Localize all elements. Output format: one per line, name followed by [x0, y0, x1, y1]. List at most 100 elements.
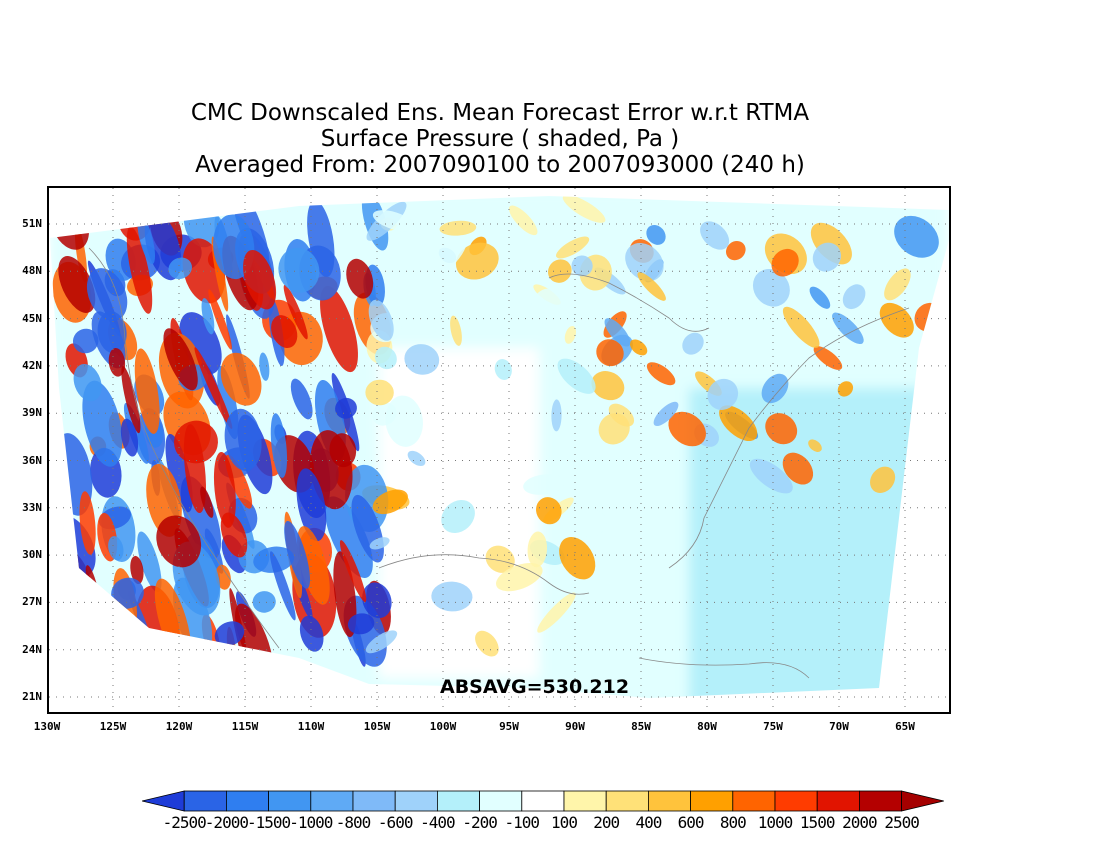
- error-blob: [365, 379, 394, 406]
- error-blob: [884, 268, 911, 301]
- lon-label-85W: 85W: [631, 720, 651, 733]
- coastline-outlines: [88, 247, 910, 679]
- lon-label-100W: 100W: [429, 720, 457, 733]
- error-blob: [591, 371, 625, 401]
- error-blob: [646, 224, 666, 245]
- error-blob: [812, 242, 842, 272]
- colorbar-label: -1000: [289, 813, 333, 832]
- colorbar-label: -600: [377, 813, 414, 832]
- error-blob: [213, 451, 236, 528]
- error-blob: [455, 242, 499, 280]
- lon-label-130W: 130W: [33, 720, 61, 733]
- error-blob: [156, 515, 202, 568]
- error-blob: [726, 240, 746, 261]
- error-blob: [290, 378, 313, 420]
- colorbar-swatch: [563, 790, 607, 812]
- error-blob: [346, 258, 374, 299]
- title-line-1: CMC Downscaled Ens. Mean Forecast Error …: [190, 100, 810, 126]
- colorbar-swatch: [183, 790, 227, 812]
- error-blob: [385, 395, 424, 447]
- error-blob: [130, 555, 144, 585]
- colorbar-swatch: [226, 790, 270, 812]
- great-lakes-outline: [548, 273, 710, 332]
- error-blob: [220, 352, 262, 406]
- error-blob: [372, 210, 416, 232]
- lat-label-48N: 48N: [22, 264, 42, 278]
- west-coastline: [88, 247, 280, 649]
- lat-label-21N: 21N: [22, 690, 42, 703]
- error-blob: [73, 363, 102, 402]
- error-blob: [225, 454, 253, 509]
- chart-title: CMC Downscaled Ens. Mean Forecast Error …: [0, 100, 1000, 178]
- colorbar-label: -100: [504, 813, 541, 832]
- error-blob: [296, 468, 327, 542]
- error-blob: [562, 196, 606, 223]
- colorbar-label: 200: [593, 813, 620, 832]
- lon-label-110W: 110W: [297, 720, 325, 733]
- error-blob: [682, 332, 704, 355]
- error-blob: [329, 433, 357, 468]
- colorbar-swatch: [859, 790, 903, 812]
- lat-lon-grid: [49, 188, 949, 712]
- colorbar-swatch: [816, 790, 860, 812]
- cuba-outline: [638, 657, 810, 679]
- error-blob: [809, 286, 831, 309]
- colorbar-swatch: [436, 790, 480, 812]
- error-blob: [429, 235, 468, 276]
- error-blob: [200, 486, 214, 518]
- error-blob: [108, 347, 126, 377]
- error-blob: [64, 606, 89, 684]
- error-blob: [208, 289, 232, 350]
- error-blob: [168, 257, 192, 280]
- error-blob: [108, 536, 124, 561]
- error-blob: [441, 500, 475, 533]
- error-blob: [347, 613, 375, 635]
- error-blob: [243, 249, 277, 310]
- error-blob: [252, 591, 276, 613]
- error-blob: [365, 630, 398, 654]
- error-blob: [82, 380, 123, 467]
- error-blob: [72, 328, 99, 354]
- lon-label-125W: 125W: [99, 720, 127, 733]
- lat-label-42N: 42N: [22, 358, 42, 372]
- error-blob: [126, 226, 153, 314]
- error-blob: [368, 299, 394, 341]
- error-blob: [894, 215, 939, 258]
- error-blob: [832, 312, 864, 345]
- lon-label-95W: 95W: [499, 720, 519, 733]
- lat-label-30N: 30N: [22, 548, 42, 562]
- colorbar-label: -1500: [247, 813, 291, 832]
- error-blob: [224, 408, 262, 471]
- error-blob: [646, 362, 676, 386]
- error-blob: [537, 592, 576, 633]
- error-blob: [450, 315, 462, 346]
- error-blob: [269, 551, 296, 621]
- error-blob: [527, 531, 548, 568]
- error-blob: [404, 344, 440, 375]
- lat-label-51N: 51N: [22, 217, 42, 230]
- error-blob: [297, 526, 330, 605]
- error-blob: [299, 615, 324, 652]
- error-blob: [137, 214, 156, 265]
- error-blob: [564, 326, 577, 344]
- colorbar-swatch: [268, 790, 312, 812]
- colorbar-swatch: [352, 790, 396, 812]
- colorbar-label: -2000: [204, 813, 249, 832]
- error-blob: [86, 268, 128, 321]
- error-blob: [536, 497, 562, 525]
- error-blob: [174, 420, 218, 464]
- colorbar-label: 1500: [799, 813, 836, 832]
- error-blob: [320, 285, 358, 373]
- error-field-map: [49, 188, 949, 712]
- error-blob: [608, 403, 635, 427]
- error-blob: [339, 540, 367, 603]
- error-blob: [121, 366, 141, 434]
- error-blob: [283, 284, 308, 340]
- error-blob: [765, 413, 798, 445]
- error-blob: [668, 411, 706, 447]
- error-blob: [808, 439, 822, 452]
- error-blob: [165, 433, 193, 513]
- colorbar-swatch: [647, 790, 691, 812]
- error-blob: [407, 450, 426, 466]
- error-blob: [719, 405, 758, 442]
